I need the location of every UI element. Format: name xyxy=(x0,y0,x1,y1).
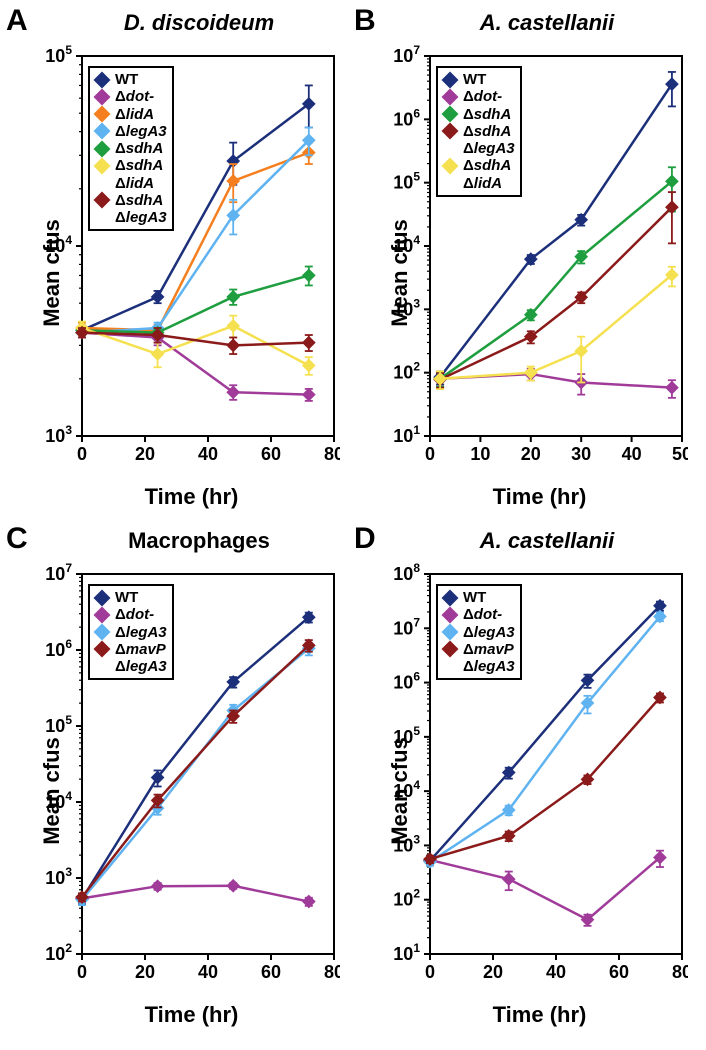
svg-text:30: 30 xyxy=(571,444,591,464)
svg-text:107: 107 xyxy=(45,561,72,584)
svg-text:20: 20 xyxy=(135,444,155,464)
panel-C-label: C xyxy=(6,522,28,556)
svg-text:40: 40 xyxy=(198,444,218,464)
svg-text:106: 106 xyxy=(45,637,72,660)
panel-B-chart: 01020304050101102103104105106107 Mean cf… xyxy=(358,38,688,508)
panel-B-ylabel: Mean cfus xyxy=(387,219,413,327)
svg-text:0: 0 xyxy=(77,444,87,464)
panel-C-ylabel: Mean cfus xyxy=(39,737,65,845)
panel-B: B A. castellanii 01020304050101102103104… xyxy=(358,10,696,508)
svg-text:103: 103 xyxy=(45,423,72,446)
svg-text:60: 60 xyxy=(609,962,629,982)
svg-text:0: 0 xyxy=(77,962,87,982)
svg-text:20: 20 xyxy=(521,444,541,464)
svg-text:80: 80 xyxy=(324,444,340,464)
panel-A-xlabel: Time (hr) xyxy=(145,484,239,510)
panel-B-label: B xyxy=(354,4,376,38)
svg-text:0: 0 xyxy=(425,444,435,464)
panel-B-legend: WTΔdot-ΔsdhAΔsdhAΔlegA3ΔsdhAΔlidA xyxy=(436,66,522,197)
svg-text:102: 102 xyxy=(393,887,420,910)
svg-text:20: 20 xyxy=(483,962,503,982)
panel-A-label: A xyxy=(6,4,28,38)
svg-text:40: 40 xyxy=(546,962,566,982)
panel-D-label: D xyxy=(354,522,376,556)
svg-text:102: 102 xyxy=(393,360,420,383)
panel-A-title: D. discoideum xyxy=(50,10,348,36)
panel-C-xlabel: Time (hr) xyxy=(145,1002,239,1028)
svg-text:107: 107 xyxy=(393,43,420,66)
panel-D-chart: 020406080101102103104105106107108 Mean c… xyxy=(358,556,688,1026)
panel-B-xlabel: Time (hr) xyxy=(493,484,587,510)
panel-A-legend: WTΔdot-ΔlidAΔlegA3ΔsdhAΔsdhAΔlidAΔsdhAΔl… xyxy=(88,66,174,231)
panel-C-chart: 020406080102103104105106107 Mean cfus Ti… xyxy=(10,556,340,1026)
panel-D-title: A. castellanii xyxy=(398,528,696,554)
panel-B-title: A. castellanii xyxy=(398,10,696,36)
svg-text:20: 20 xyxy=(135,962,155,982)
svg-text:107: 107 xyxy=(393,615,420,638)
panel-D-legend: WTΔdot-ΔlegA3ΔmavPΔlegA3 xyxy=(436,584,522,680)
panel-D: D A. castellanii 02040608010110210310410… xyxy=(358,528,696,1026)
figure-grid: A D. discoideum 020406080103104105 Mean … xyxy=(10,10,696,1026)
panel-C-legend: WTΔdot-ΔlegA3ΔmavPΔlegA3 xyxy=(88,584,174,680)
panel-A: A D. discoideum 020406080103104105 Mean … xyxy=(10,10,348,508)
svg-text:80: 80 xyxy=(324,962,340,982)
svg-text:80: 80 xyxy=(672,962,688,982)
svg-text:101: 101 xyxy=(393,423,420,446)
svg-text:10: 10 xyxy=(470,444,490,464)
panel-D-xlabel: Time (hr) xyxy=(493,1002,587,1028)
panel-C-title: Macrophages xyxy=(50,528,348,554)
svg-text:103: 103 xyxy=(45,865,72,888)
svg-text:105: 105 xyxy=(45,43,72,66)
svg-text:40: 40 xyxy=(622,444,642,464)
svg-text:105: 105 xyxy=(393,170,420,193)
svg-text:108: 108 xyxy=(393,561,420,584)
svg-text:106: 106 xyxy=(393,106,420,129)
svg-text:102: 102 xyxy=(45,941,72,964)
svg-text:101: 101 xyxy=(393,941,420,964)
svg-text:106: 106 xyxy=(393,670,420,693)
svg-text:40: 40 xyxy=(198,962,218,982)
panel-C: C Macrophages 02040608010210310410510610… xyxy=(10,528,348,1026)
svg-text:60: 60 xyxy=(261,962,281,982)
panel-A-chart: 020406080103104105 Mean cfus Time (hr) W… xyxy=(10,38,340,508)
svg-text:50: 50 xyxy=(672,444,688,464)
svg-text:60: 60 xyxy=(261,444,281,464)
svg-text:105: 105 xyxy=(45,713,72,736)
svg-text:0: 0 xyxy=(425,962,435,982)
panel-A-ylabel: Mean cfus xyxy=(39,219,65,327)
panel-D-ylabel: Mean cfus xyxy=(387,737,413,845)
